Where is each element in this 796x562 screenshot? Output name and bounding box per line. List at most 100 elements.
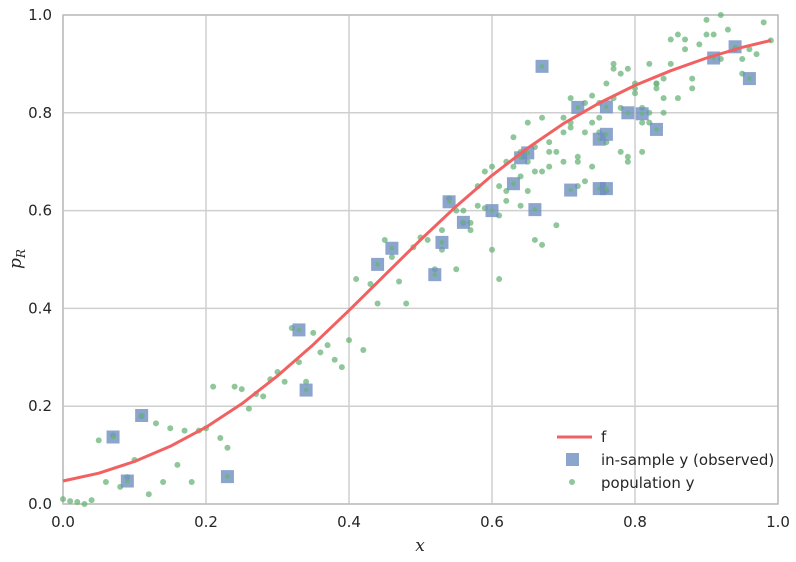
population-point [539,114,546,121]
in-sample-point-overlay [125,478,130,484]
in-sample-point-overlay [489,208,495,213]
in-sample-point-overlay [296,327,302,333]
population-point [510,134,517,141]
population-point [174,461,181,468]
tick-labels: 0.0 0.2 0.4 0.6 0.8 1.0 0.0 0.2 0.4 0.6 0.8 1.0 [28,6,790,531]
population-point [610,60,617,67]
population-point [667,36,674,43]
population-point [624,65,631,72]
population-point [403,300,410,307]
population-point [682,36,689,43]
legend: f in-sample y (observed) population y [557,428,774,492]
in-sample-point-overlay [639,111,645,116]
population-point [724,26,731,33]
population-point [703,16,710,23]
f-series [62,38,772,483]
population-point [295,359,302,366]
population-point [581,178,588,185]
population-point [524,119,531,126]
legend-swatch-population [569,479,575,485]
population-point [489,163,495,170]
population-point [231,383,238,390]
population-point [546,148,553,155]
population-point [160,478,167,485]
population-point [531,236,538,243]
in-sample-point-overlay [539,64,545,69]
in-sample-point-overlay [747,76,752,81]
population-point [474,202,481,209]
population-point [539,168,546,175]
population-point [617,70,624,77]
population-point [367,280,374,287]
in-sample-point-overlay [604,104,609,110]
y-tick-label: 0.8 [28,104,52,122]
in-sample-point-overlay [604,132,609,137]
population-point [260,393,267,400]
in-sample-point-overlay [139,413,144,418]
in-sample-point-overlay [432,272,437,277]
x-tick-label: 1.0 [766,513,790,531]
population-point [682,46,689,53]
population-point [489,246,495,253]
population-point [603,80,610,87]
population-point [496,183,503,190]
population-point [381,236,388,243]
population-point [181,427,188,434]
population-point [303,378,310,385]
population-point [88,497,95,504]
in-sample-point-overlay [389,246,395,251]
population-point [624,158,631,165]
population-point [453,266,460,273]
legend-label-population: population y [601,474,695,492]
population-point [481,168,488,175]
population-point [324,342,331,349]
population-point [610,65,617,72]
population-point [388,254,395,261]
legend-swatch-in-sample [566,453,579,466]
population-point [396,278,403,285]
population-point [560,114,567,121]
population-point [546,139,553,146]
population-point [531,168,538,175]
in-sample-point-overlay [225,474,230,479]
population-point [617,148,624,155]
grid [62,14,779,505]
population-point [703,31,710,38]
population-point [310,329,317,336]
population-point [438,227,445,234]
population-point [639,119,646,126]
population-point [639,148,646,155]
population-point [145,491,152,498]
in-sample-point-overlay [568,187,573,193]
population-point [746,46,753,53]
population-point [689,75,696,82]
population-point [281,378,288,385]
population-point [653,80,660,87]
in-sample-point-overlay [654,127,659,132]
population-point [660,95,667,102]
in-sample-point-overlay [532,207,538,212]
in-sample-point-overlay [110,434,116,440]
population-point [589,119,596,126]
population-point [753,51,760,58]
population-point [503,197,510,204]
population-point [152,420,159,427]
population-point [717,12,724,18]
population-point [317,349,324,356]
population-series [60,12,774,507]
x-tick-label: 0.4 [337,513,361,531]
population-point [553,148,560,155]
population-point [81,501,88,507]
population-point [760,19,767,26]
x-axis-label: x [415,536,425,556]
population-point [574,153,581,160]
population-point [553,222,560,229]
population-point [374,300,381,307]
population-point [460,207,467,214]
population-point [74,499,81,506]
legend-label-in-sample: in-sample y (observed) [601,451,774,469]
in-sample-point-overlay [511,181,516,186]
in-sample-point-overlay [303,387,309,393]
population-point [167,425,174,432]
in-sample-point-overlay [625,110,631,116]
